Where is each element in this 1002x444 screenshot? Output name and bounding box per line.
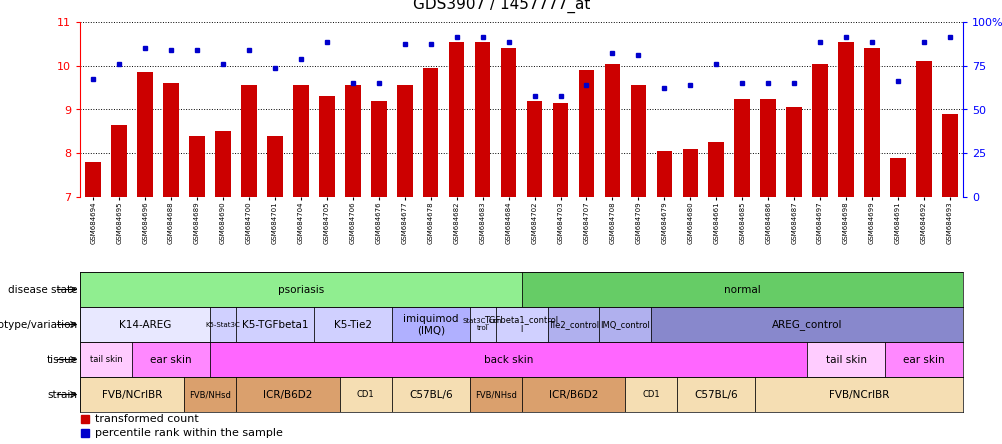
Bar xyxy=(552,103,568,197)
Bar xyxy=(163,83,178,197)
Text: IMQ_control: IMQ_control xyxy=(600,320,649,329)
Bar xyxy=(80,342,132,377)
Bar xyxy=(890,158,905,197)
Bar xyxy=(495,307,547,342)
Bar xyxy=(681,149,697,197)
Bar xyxy=(650,307,962,342)
Bar xyxy=(189,136,204,197)
Text: strain: strain xyxy=(48,389,77,400)
Bar xyxy=(340,377,392,412)
Bar xyxy=(80,377,184,412)
Text: ICR/B6D2: ICR/B6D2 xyxy=(263,389,313,400)
Bar xyxy=(760,99,776,197)
Bar xyxy=(85,162,101,197)
Text: TGFbeta1_control
l: TGFbeta1_control l xyxy=(484,315,558,334)
Bar xyxy=(423,68,438,197)
Text: FVB/NCrIBR: FVB/NCrIBR xyxy=(102,389,162,400)
Text: disease state: disease state xyxy=(8,285,77,294)
Bar xyxy=(604,63,619,197)
Bar xyxy=(397,85,412,197)
Bar xyxy=(521,272,962,307)
Bar xyxy=(599,307,650,342)
Bar xyxy=(209,307,235,342)
Bar xyxy=(707,143,723,197)
Text: Tie2_control: Tie2_control xyxy=(547,320,598,329)
Bar xyxy=(733,99,749,197)
Bar xyxy=(184,377,235,412)
Text: Stat3C_con
trol: Stat3C_con trol xyxy=(462,317,502,331)
Text: FVB/NHsd: FVB/NHsd xyxy=(474,390,516,399)
Bar xyxy=(864,48,879,197)
Text: K5-TGFbeta1: K5-TGFbeta1 xyxy=(241,320,308,329)
Bar xyxy=(676,377,755,412)
Text: tissue: tissue xyxy=(46,354,77,365)
Text: FVB/NHsd: FVB/NHsd xyxy=(189,390,230,399)
Bar xyxy=(521,377,625,412)
Bar xyxy=(267,136,283,197)
Text: percentile rank within the sample: percentile rank within the sample xyxy=(95,428,283,438)
Text: CD1: CD1 xyxy=(642,390,659,399)
Bar xyxy=(215,131,230,197)
Bar xyxy=(235,377,340,412)
Text: FVB/NCrIBR: FVB/NCrIBR xyxy=(828,389,889,400)
Bar xyxy=(838,42,853,197)
Bar xyxy=(807,342,884,377)
Text: tail skin: tail skin xyxy=(825,354,866,365)
Text: C57BL/6: C57BL/6 xyxy=(409,389,452,400)
Bar xyxy=(449,42,464,197)
Bar xyxy=(80,307,209,342)
Bar xyxy=(240,85,257,197)
Text: AREG_control: AREG_control xyxy=(772,319,842,330)
Bar xyxy=(547,307,599,342)
Bar xyxy=(80,272,521,307)
Text: imiquimod
(IMQ): imiquimod (IMQ) xyxy=(403,314,458,335)
Bar xyxy=(392,307,469,342)
Bar xyxy=(111,125,127,197)
Bar xyxy=(630,85,645,197)
Bar xyxy=(884,342,962,377)
Bar xyxy=(137,72,152,197)
Bar xyxy=(209,342,807,377)
Bar xyxy=(314,307,392,342)
Bar xyxy=(755,377,962,412)
Bar xyxy=(392,377,469,412)
Bar xyxy=(345,85,361,197)
Text: K5-Tie2: K5-Tie2 xyxy=(334,320,372,329)
Bar xyxy=(474,42,490,197)
Text: CD1: CD1 xyxy=(357,390,374,399)
Bar xyxy=(132,342,209,377)
Text: C57BL/6: C57BL/6 xyxy=(693,389,737,400)
Bar xyxy=(500,48,516,197)
Text: K14-AREG: K14-AREG xyxy=(119,320,171,329)
Text: genotype/variation: genotype/variation xyxy=(0,320,77,329)
Bar xyxy=(371,101,386,197)
Bar xyxy=(293,85,309,197)
Text: K5-Stat3C: K5-Stat3C xyxy=(205,321,240,328)
Bar xyxy=(469,307,495,342)
Text: ICR/B6D2: ICR/B6D2 xyxy=(548,389,597,400)
Bar xyxy=(786,107,802,197)
Bar xyxy=(469,377,521,412)
Bar xyxy=(812,63,827,197)
Bar xyxy=(235,307,314,342)
Text: normal: normal xyxy=(723,285,760,294)
Bar xyxy=(578,70,593,197)
Text: tail skin: tail skin xyxy=(90,355,122,364)
Bar xyxy=(625,377,676,412)
Text: transformed count: transformed count xyxy=(95,414,198,424)
Bar xyxy=(526,101,542,197)
Text: back skin: back skin xyxy=(483,354,533,365)
Text: GDS3907 / 1457777_at: GDS3907 / 1457777_at xyxy=(413,0,589,13)
Bar xyxy=(656,151,671,197)
Text: ear skin: ear skin xyxy=(902,354,944,365)
Bar xyxy=(915,61,931,197)
Bar xyxy=(319,96,335,197)
Text: ear skin: ear skin xyxy=(150,354,191,365)
Text: psoriasis: psoriasis xyxy=(278,285,324,294)
Bar xyxy=(941,114,957,197)
